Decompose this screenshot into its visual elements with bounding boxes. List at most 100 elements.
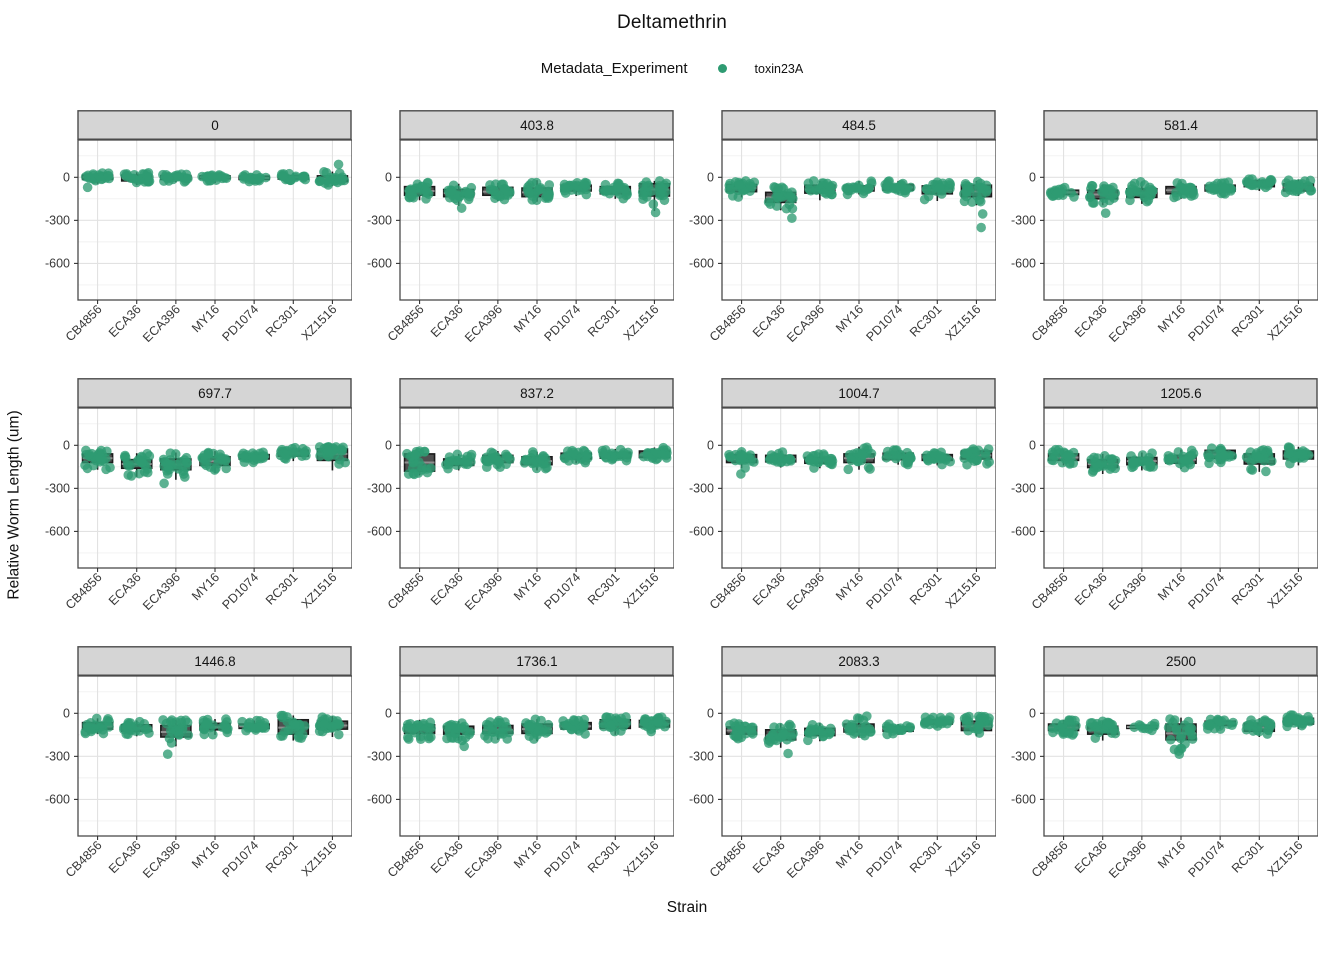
svg-text:RC301: RC301 xyxy=(263,302,300,339)
svg-text:-300: -300 xyxy=(689,749,714,763)
svg-text:-300: -300 xyxy=(367,213,392,227)
svg-text:ECA396: ECA396 xyxy=(1106,570,1149,613)
svg-text:PD1074: PD1074 xyxy=(541,570,583,612)
svg-text:ECA396: ECA396 xyxy=(140,302,183,345)
svg-text:XZ1516: XZ1516 xyxy=(943,302,984,343)
svg-text:MY16: MY16 xyxy=(1155,302,1188,335)
svg-text:MY16: MY16 xyxy=(189,302,222,335)
svg-text:-300: -300 xyxy=(45,481,70,495)
svg-text:CB4856: CB4856 xyxy=(63,570,105,612)
legend-key: toxin23A xyxy=(717,61,804,76)
svg-text:-600: -600 xyxy=(367,256,392,270)
svg-text:XZ1516: XZ1516 xyxy=(1265,570,1306,611)
svg-text:-600: -600 xyxy=(367,792,392,806)
svg-text:403.8: 403.8 xyxy=(520,118,554,133)
x-axis-title: Strain xyxy=(666,899,708,916)
svg-text:CB4856: CB4856 xyxy=(707,302,749,344)
facet-grid: 0 -300 -600 CB4856 ECA36 ECA396 MY16 PD1074 RC30… xyxy=(30,110,1318,899)
svg-text:RC301: RC301 xyxy=(263,570,300,607)
svg-text:XZ1516: XZ1516 xyxy=(943,838,984,879)
svg-text:0: 0 xyxy=(707,170,714,184)
svg-text:ECA396: ECA396 xyxy=(784,838,827,881)
svg-text:CB4856: CB4856 xyxy=(1029,570,1071,612)
svg-text:MY16: MY16 xyxy=(511,302,544,335)
svg-text:-300: -300 xyxy=(1011,213,1036,227)
svg-text:ECA36: ECA36 xyxy=(428,570,466,608)
svg-text:XZ1516: XZ1516 xyxy=(621,838,662,879)
svg-text:CB4856: CB4856 xyxy=(63,838,105,880)
svg-text:0: 0 xyxy=(1029,438,1036,452)
svg-text:ECA36: ECA36 xyxy=(428,302,466,340)
svg-text:CB4856: CB4856 xyxy=(1029,302,1071,344)
svg-text:1446.8: 1446.8 xyxy=(194,654,235,669)
svg-text:-600: -600 xyxy=(45,792,70,806)
svg-text:RC301: RC301 xyxy=(1229,838,1266,875)
svg-text:ECA396: ECA396 xyxy=(784,302,827,345)
svg-text:-600: -600 xyxy=(689,256,714,270)
svg-text:0: 0 xyxy=(63,706,70,720)
svg-text:-300: -300 xyxy=(689,213,714,227)
svg-text:0: 0 xyxy=(707,438,714,452)
svg-text:RC301: RC301 xyxy=(1229,302,1266,339)
svg-text:0: 0 xyxy=(63,170,70,184)
svg-text:-600: -600 xyxy=(1011,256,1036,270)
svg-text:-600: -600 xyxy=(45,524,70,538)
svg-text:ECA396: ECA396 xyxy=(1106,302,1149,345)
svg-text:XZ1516: XZ1516 xyxy=(299,302,340,343)
svg-text:0: 0 xyxy=(385,706,392,720)
svg-text:XZ1516: XZ1516 xyxy=(943,570,984,611)
svg-text:ECA36: ECA36 xyxy=(106,302,144,340)
svg-text:2083.3: 2083.3 xyxy=(838,654,879,669)
svg-text:0: 0 xyxy=(63,438,70,452)
svg-text:ECA36: ECA36 xyxy=(106,570,144,608)
svg-text:CB4856: CB4856 xyxy=(707,838,749,880)
plot-area: Relative Worm Length (um) 0 -300 -600 CB485… xyxy=(0,110,1344,899)
svg-text:RC301: RC301 xyxy=(907,570,944,607)
svg-text:0: 0 xyxy=(211,118,219,133)
svg-text:PD1074: PD1074 xyxy=(219,302,261,344)
svg-text:-300: -300 xyxy=(45,213,70,227)
svg-text:-300: -300 xyxy=(367,749,392,763)
svg-text:-600: -600 xyxy=(367,524,392,538)
svg-text:-600: -600 xyxy=(689,792,714,806)
svg-text:ECA36: ECA36 xyxy=(1072,838,1110,876)
svg-text:-300: -300 xyxy=(367,481,392,495)
svg-text:-600: -600 xyxy=(689,524,714,538)
svg-text:PD1074: PD1074 xyxy=(1185,302,1227,344)
svg-text:1205.6: 1205.6 xyxy=(1160,386,1201,401)
svg-text:RC301: RC301 xyxy=(585,302,622,339)
svg-text:XZ1516: XZ1516 xyxy=(621,302,662,343)
svg-text:ECA36: ECA36 xyxy=(750,838,788,876)
svg-text:RC301: RC301 xyxy=(263,838,300,875)
svg-text:697.7: 697.7 xyxy=(198,386,232,401)
svg-text:XZ1516: XZ1516 xyxy=(1265,302,1306,343)
svg-text:-600: -600 xyxy=(1011,524,1036,538)
svg-text:MY16: MY16 xyxy=(833,838,866,871)
svg-text:PD1074: PD1074 xyxy=(863,570,905,612)
svg-text:0: 0 xyxy=(1029,170,1036,184)
svg-text:RC301: RC301 xyxy=(585,570,622,607)
legend-item-label: toxin23A xyxy=(754,61,804,76)
svg-text:ECA36: ECA36 xyxy=(750,302,788,340)
svg-text:CB4856: CB4856 xyxy=(385,302,427,344)
svg-text:ECA396: ECA396 xyxy=(462,302,505,345)
svg-text:-300: -300 xyxy=(689,481,714,495)
svg-text:-300: -300 xyxy=(45,749,70,763)
svg-text:ECA396: ECA396 xyxy=(462,838,505,881)
svg-text:0: 0 xyxy=(707,706,714,720)
svg-text:ECA396: ECA396 xyxy=(784,570,827,613)
svg-text:-600: -600 xyxy=(1011,792,1036,806)
svg-text:CB4856: CB4856 xyxy=(1029,838,1071,880)
svg-text:CB4856: CB4856 xyxy=(63,302,105,344)
